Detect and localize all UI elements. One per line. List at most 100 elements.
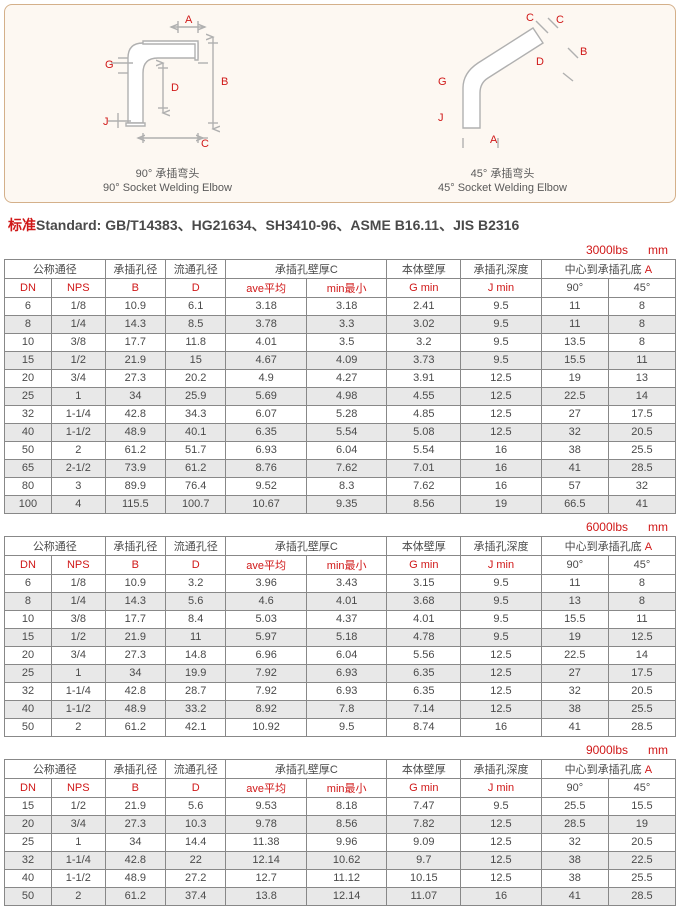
table-cell: 3.78 (226, 315, 307, 333)
table-cell: 4.85 (387, 405, 461, 423)
table-cell: 37.4 (166, 887, 226, 905)
table-cell: 1-1/2 (51, 869, 105, 887)
table-row: 50261.237.413.812.1411.07164128.5 (5, 887, 676, 905)
table-cell: 16 (461, 718, 542, 736)
table-cell: 11 (541, 315, 608, 333)
table-cell: 42.8 (105, 851, 165, 869)
table-cell: 10.92 (226, 718, 307, 736)
table-cell: 66.5 (541, 495, 608, 513)
table-cell: 3 (51, 477, 105, 495)
table-cell: 1/4 (51, 315, 105, 333)
table-cell: 12.5 (461, 423, 542, 441)
table-cell: 12.5 (461, 869, 542, 887)
col-group-header: 公称通径 (5, 536, 106, 555)
table-cell: 25.5 (608, 700, 675, 718)
table-cell: 32 (608, 477, 675, 495)
col-group-header: 承插孔深度 (461, 536, 542, 555)
table-cell: 8 (5, 592, 52, 610)
col-sub-header: B (105, 278, 165, 297)
table-cell: 9.5 (461, 297, 542, 315)
col-sub-header: 45° (608, 555, 675, 574)
table-cell: 22.5 (541, 387, 608, 405)
table-cell: 8.56 (387, 495, 461, 513)
table-cell: 11.38 (226, 833, 307, 851)
table-cell: 6.93 (306, 664, 387, 682)
table-cell: 3.3 (306, 315, 387, 333)
caption-45-en: 45° Socket Welding Elbow (408, 181, 598, 195)
col-group-header: 承插孔壁厚C (226, 759, 387, 778)
table-cell: 12.5 (461, 682, 542, 700)
table-cell: 50 (5, 718, 52, 736)
table-row: 401-1/248.927.212.711.1210.1512.53825.5 (5, 869, 676, 887)
col-sub-header: 45° (608, 278, 675, 297)
table-cell: 4.27 (306, 369, 387, 387)
col-sub-header: J min (461, 555, 542, 574)
table-cell: 6.96 (226, 646, 307, 664)
table-cell: 34.3 (166, 405, 226, 423)
table-cell: 40 (5, 700, 52, 718)
table-cell: 34 (105, 387, 165, 405)
col-sub-header: G min (387, 278, 461, 297)
table-cell: 5.97 (226, 628, 307, 646)
table-cell: 61.2 (105, 718, 165, 736)
table-cell: 12.7 (226, 869, 307, 887)
table-cell: 3/8 (51, 610, 105, 628)
table-cell: 5.56 (387, 646, 461, 664)
table-cell: 2 (51, 887, 105, 905)
table-cell: 2-1/2 (51, 459, 105, 477)
table-row: 103/817.78.45.034.374.019.515.511 (5, 610, 676, 628)
table-cell: 9.52 (226, 477, 307, 495)
table-row: 321-1/442.834.36.075.284.8512.52717.5 (5, 405, 676, 423)
table-cell: 7.62 (306, 459, 387, 477)
table-cell: 41 (608, 495, 675, 513)
svg-text:G: G (105, 59, 114, 71)
table-cell: 20 (5, 369, 52, 387)
table-cell: 17.5 (608, 405, 675, 423)
table-cell: 61.2 (105, 887, 165, 905)
caption-45-zh: 45° 承插弯头 (408, 167, 598, 181)
table-row: 50261.251.76.936.045.54163825.5 (5, 441, 676, 459)
table-cell: 1/2 (51, 351, 105, 369)
table-row: 103/817.711.84.013.53.29.513.58 (5, 333, 676, 351)
table-cell: 19 (541, 628, 608, 646)
table-cell: 19.9 (166, 664, 226, 682)
table-cell: 25 (5, 833, 52, 851)
table-cell: 8.4 (166, 610, 226, 628)
table-cell: 11.07 (387, 887, 461, 905)
table-row: 203/427.314.86.966.045.5612.522.514 (5, 646, 676, 664)
unit-label: mm (648, 243, 668, 257)
table-cell: 15.5 (541, 610, 608, 628)
col-sub-header: NPS (51, 278, 105, 297)
table-cell: 1-1/4 (51, 682, 105, 700)
table-row: 203/427.310.39.788.567.8212.528.519 (5, 815, 676, 833)
table-row: 1004115.5100.710.679.358.561966.541 (5, 495, 676, 513)
table-cell: 2 (51, 718, 105, 736)
table-cell: 15 (5, 351, 52, 369)
table-cell: 20 (5, 815, 52, 833)
caption-90-en: 90° Socket Welding Elbow (83, 181, 253, 195)
table-row: 80389.976.49.528.37.62165732 (5, 477, 676, 495)
table-cell: 20.2 (166, 369, 226, 387)
table-cell: 12.5 (461, 646, 542, 664)
spec-table: 公称通径承插孔径流通孔径承插孔壁厚C本体壁厚承插孔深度中心到承插孔底 ADNNP… (4, 536, 676, 737)
col-sub-header: D (166, 778, 226, 797)
table-row: 151/221.9154.674.093.739.515.511 (5, 351, 676, 369)
table-cell: 4.6 (226, 592, 307, 610)
table-cell: 41 (541, 459, 608, 477)
col-group-header: 流通孔径 (166, 259, 226, 278)
col-sub-header: 90° (541, 278, 608, 297)
table-cell: 38 (541, 441, 608, 459)
table-cell: 15.5 (608, 797, 675, 815)
table-cell: 1/2 (51, 628, 105, 646)
table-cell: 5.03 (226, 610, 307, 628)
tables-host: 3000lbsmm 公称通径承插孔径流通孔径承插孔壁厚C本体壁厚承插孔深度中心到承… (0, 243, 680, 906)
table-cell: 3.91 (387, 369, 461, 387)
table-cell: 38 (541, 851, 608, 869)
table-cell: 19 (541, 369, 608, 387)
rating-line: 3000lbsmm (0, 243, 680, 257)
table-cell: 4.55 (387, 387, 461, 405)
col-sub-header: G min (387, 555, 461, 574)
table-cell: 9.7 (387, 851, 461, 869)
table-cell: 1 (51, 664, 105, 682)
col-group-header: 承插孔径 (105, 259, 165, 278)
